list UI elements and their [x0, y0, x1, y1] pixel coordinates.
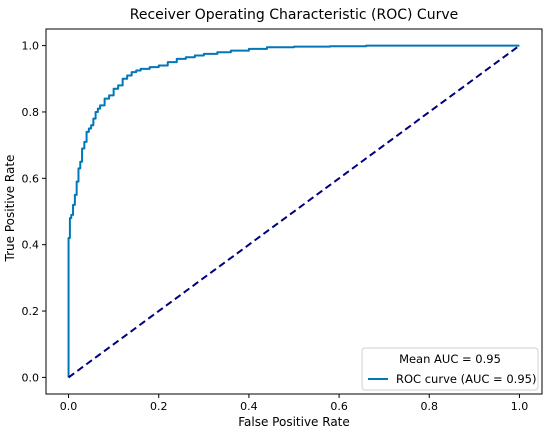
x-tick-label: 0.6	[330, 400, 348, 413]
y-tick-label: 0.2	[22, 305, 40, 318]
x-tick-label: 0.2	[150, 400, 168, 413]
plot-area	[45, 28, 543, 395]
y-axis-ticks: 0.0 0.2 0.4 0.6 0.8 1.0	[22, 40, 46, 384]
x-tick-label: 0.0	[60, 400, 78, 413]
x-tick-label: 1.0	[511, 400, 529, 413]
y-tick-label: 0.6	[22, 172, 40, 185]
x-axis-label: False Positive Rate	[238, 415, 350, 429]
y-tick-label: 0.8	[22, 106, 40, 119]
plot-frame	[45, 28, 543, 395]
roc-curve-line	[67, 44, 520, 378]
diagonal-reference-line	[67, 44, 521, 379]
x-tick-label: 0.8	[421, 400, 439, 413]
y-tick-label: 1.0	[22, 40, 40, 53]
x-axis-ticks: 0.0 0.2 0.4 0.6 0.8 1.0	[60, 394, 528, 413]
chart-title: Receiver Operating Characteristic (ROC) …	[130, 7, 459, 23]
legend-box	[361, 347, 539, 391]
y-axis-label: True Positive Rate	[3, 155, 17, 263]
legend-title: Mean AUC = 0.95	[399, 352, 501, 366]
legend: Mean AUC = 0.95 ROC curve (AUC = 0.95)	[361, 347, 539, 391]
y-tick-label: 0.0	[22, 371, 40, 384]
y-tick-label: 0.4	[22, 239, 40, 252]
legend-entry-roc: ROC curve (AUC = 0.95)	[396, 372, 536, 386]
x-tick-label: 0.4	[240, 400, 258, 413]
